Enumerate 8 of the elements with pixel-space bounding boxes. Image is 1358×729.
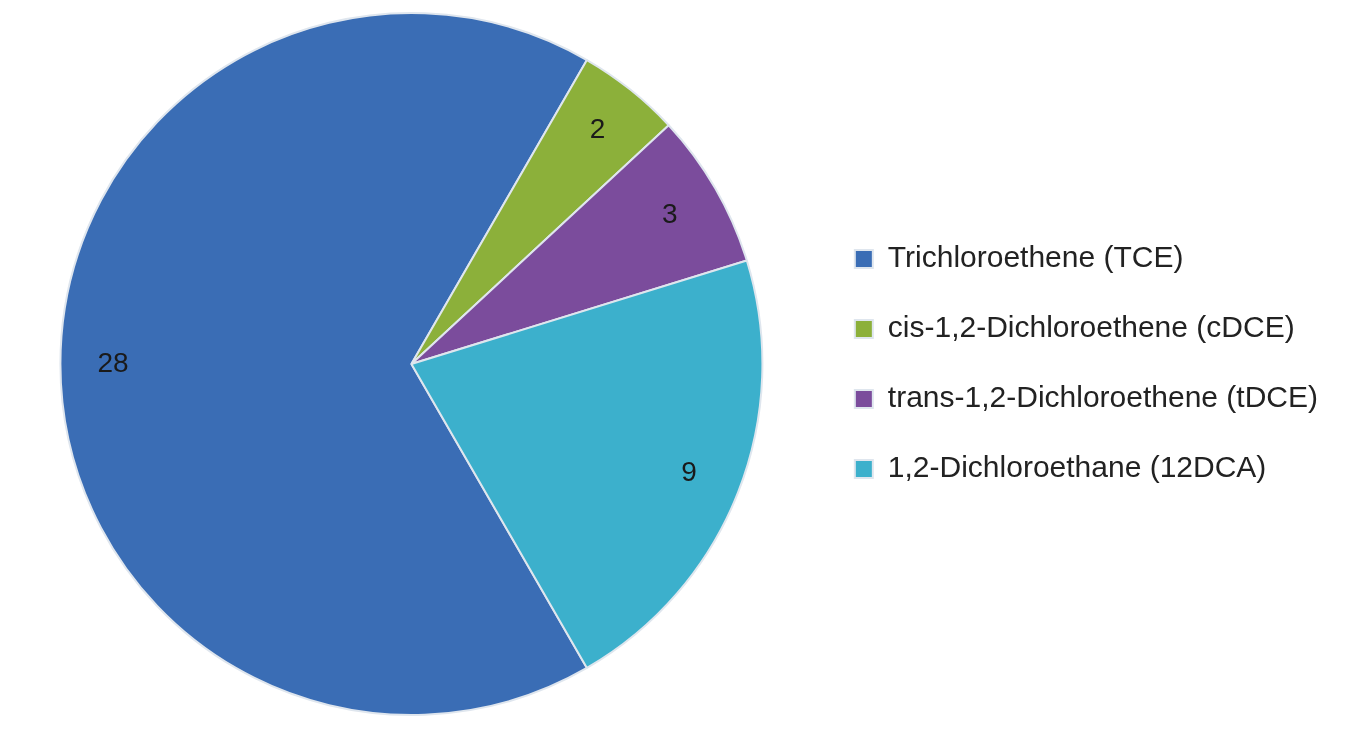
legend-label: 1,2-Dichloroethane (12DCA) xyxy=(887,450,1267,484)
legend-label: Trichloroethene (TCE) xyxy=(887,240,1184,274)
legend-label: trans-1,2-Dichloroethene (tDCE) xyxy=(887,380,1319,414)
data-label: 28 xyxy=(97,346,129,378)
data-label: 3 xyxy=(662,197,678,229)
data-label: 2 xyxy=(589,113,606,145)
data-label: 9 xyxy=(681,455,697,487)
legend-label: cis-1,2-Dichloroethene (cDCE) xyxy=(887,310,1295,344)
